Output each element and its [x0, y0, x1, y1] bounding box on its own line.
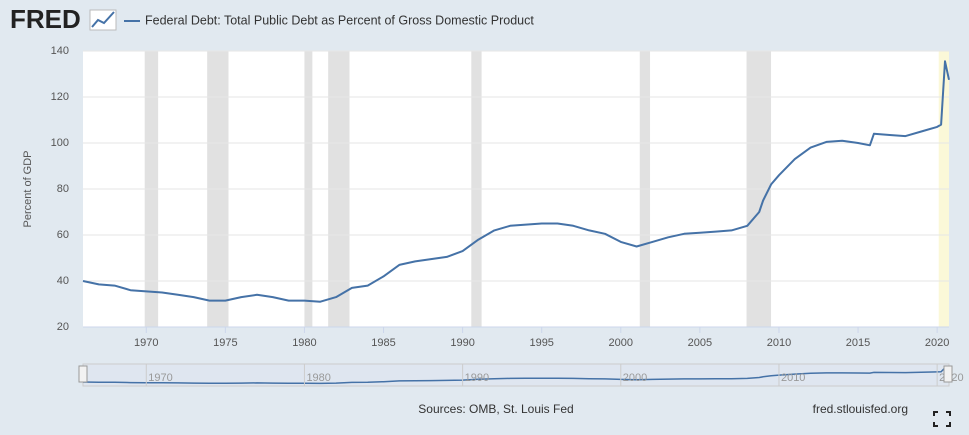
y-axis-label: Percent of GDP — [22, 150, 34, 227]
y-tick-label: 140 — [51, 45, 69, 57]
y-tick-label: 100 — [51, 137, 69, 149]
navigator-tick-label: 2010 — [781, 372, 805, 384]
legend-label: Federal Debt: Total Public Debt as Perce… — [145, 13, 534, 27]
logo: FRED — [10, 4, 81, 34]
x-tick-label: 2010 — [767, 337, 791, 349]
logo-icon — [89, 9, 117, 31]
x-tick-label: 1995 — [529, 337, 553, 349]
y-tick-label: 120 — [51, 91, 69, 103]
x-tick-label: 1980 — [292, 337, 316, 349]
navigator-tick-label: 1980 — [306, 372, 330, 384]
x-tick-label: 2015 — [846, 337, 870, 349]
navigator-handle[interactable] — [78, 365, 88, 383]
x-tick-label: 1970 — [134, 337, 158, 349]
navigator-line — [82, 366, 950, 385]
y-tick-label: 80 — [57, 183, 69, 195]
x-tick-label: 1985 — [371, 337, 395, 349]
fullscreen-button[interactable] — [933, 411, 951, 427]
navigator-tick-label: 1970 — [148, 372, 172, 384]
y-tick-label: 60 — [57, 229, 69, 241]
x-tick-label: 2020 — [925, 337, 949, 349]
site-link[interactable]: fred.stlouisfed.org — [813, 402, 908, 416]
series-line — [82, 60, 950, 303]
navigator-handle[interactable] — [943, 365, 953, 383]
x-tick-label: 2005 — [688, 337, 712, 349]
y-tick-label: 40 — [57, 275, 69, 287]
navigator-tick-label: 2000 — [623, 372, 647, 384]
x-tick-label: 1990 — [450, 337, 474, 349]
navigator-tick-label: 1990 — [465, 372, 489, 384]
x-tick-label: 2000 — [609, 337, 633, 349]
x-tick-label: 1975 — [213, 337, 237, 349]
y-tick-label: 20 — [57, 321, 69, 333]
sources: Sources: OMB, St. Louis Fed — [418, 402, 573, 416]
